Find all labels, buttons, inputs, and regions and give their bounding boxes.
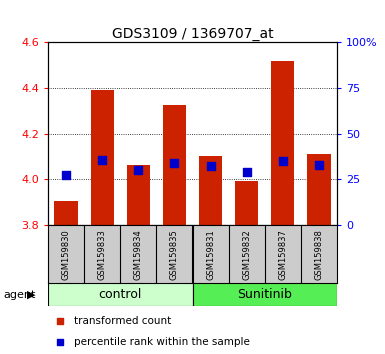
- Text: GSM159831: GSM159831: [206, 229, 215, 280]
- Text: GSM159834: GSM159834: [134, 229, 143, 280]
- Point: [171, 160, 177, 166]
- Point: [208, 163, 214, 169]
- Bar: [90, 90, 114, 225]
- Bar: [307, 154, 331, 225]
- Bar: [48, 283, 192, 306]
- Bar: [192, 283, 337, 306]
- Bar: [54, 201, 78, 225]
- Point: [99, 157, 105, 163]
- Text: GSM159832: GSM159832: [242, 229, 251, 280]
- Bar: [271, 61, 295, 225]
- Title: GDS3109 / 1369707_at: GDS3109 / 1369707_at: [112, 28, 273, 41]
- Bar: [127, 165, 150, 225]
- Text: transformed count: transformed count: [74, 316, 171, 326]
- Text: GSM159833: GSM159833: [98, 229, 107, 280]
- Text: percentile rank within the sample: percentile rank within the sample: [74, 337, 250, 347]
- Point: [57, 318, 63, 324]
- Text: control: control: [99, 288, 142, 301]
- Point: [280, 158, 286, 163]
- Text: GSM159837: GSM159837: [278, 229, 287, 280]
- Text: agent: agent: [4, 290, 36, 300]
- Text: GSM159835: GSM159835: [170, 229, 179, 280]
- Bar: [199, 156, 222, 225]
- Text: ▶: ▶: [27, 290, 35, 300]
- Point: [57, 339, 63, 344]
- Point: [63, 172, 69, 177]
- Point: [244, 170, 250, 175]
- Bar: [163, 105, 186, 225]
- Text: GSM159838: GSM159838: [314, 229, 323, 280]
- Point: [135, 167, 141, 173]
- Bar: [235, 181, 258, 225]
- Text: Sunitinib: Sunitinib: [237, 288, 292, 301]
- Point: [316, 162, 322, 168]
- Text: GSM159830: GSM159830: [62, 229, 71, 280]
